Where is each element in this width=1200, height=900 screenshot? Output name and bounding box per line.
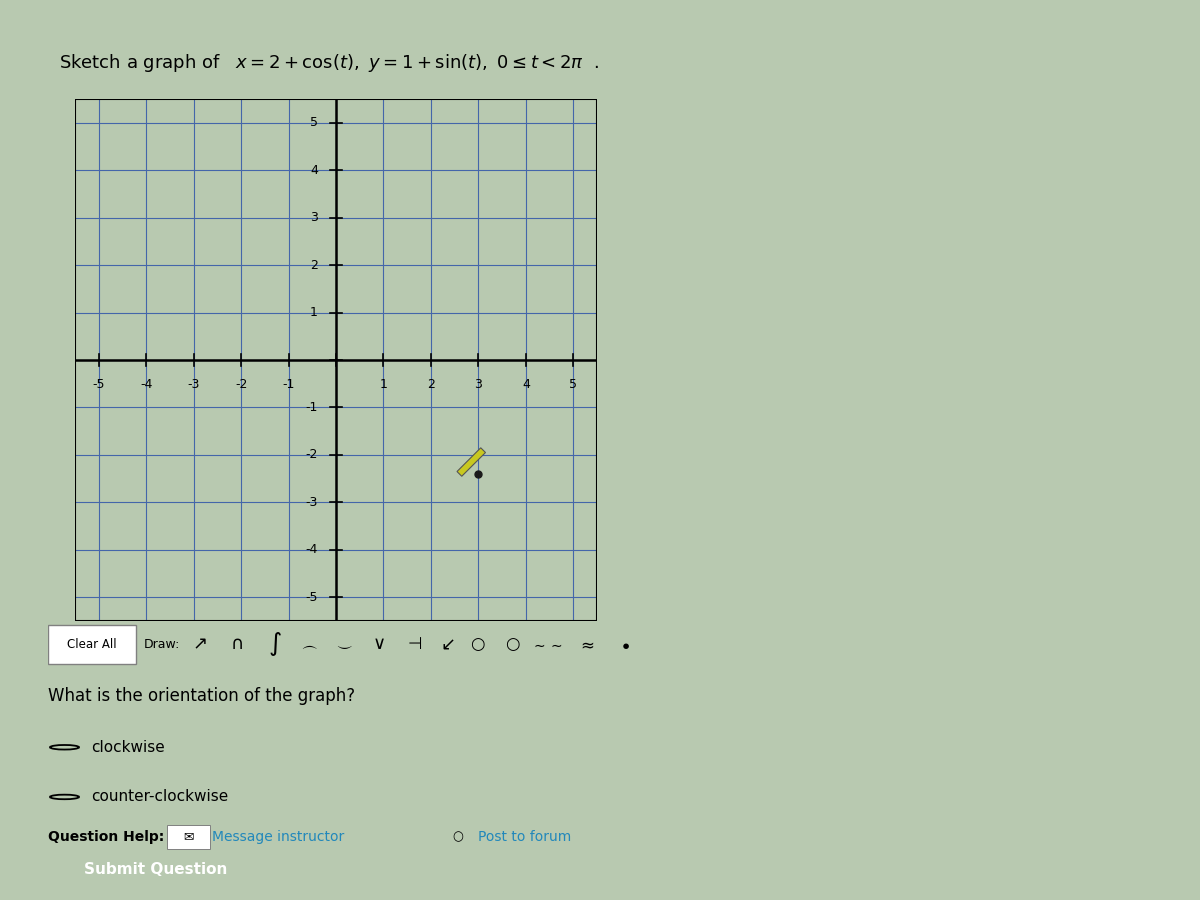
Text: $\int$: $\int$: [268, 630, 282, 659]
Text: ○: ○: [452, 831, 463, 843]
Text: -4: -4: [140, 378, 152, 391]
Text: $\nearrow$: $\nearrow$: [188, 635, 206, 653]
Text: 5: 5: [569, 378, 577, 391]
Text: 3: 3: [310, 212, 318, 224]
Text: 2: 2: [310, 258, 318, 272]
Text: $\bigcirc$: $\bigcirc$: [505, 635, 521, 653]
Text: Draw:: Draw:: [144, 638, 180, 651]
Text: What is the orientation of the graph?: What is the orientation of the graph?: [48, 687, 355, 705]
Text: Message instructor: Message instructor: [211, 830, 344, 844]
Text: Post to forum: Post to forum: [478, 830, 571, 844]
Text: Submit Question: Submit Question: [84, 862, 228, 877]
Text: -2: -2: [306, 448, 318, 462]
Text: -4: -4: [306, 544, 318, 556]
Text: -5: -5: [92, 378, 104, 391]
Text: -3: -3: [306, 496, 318, 508]
Text: $\bullet$: $\bullet$: [618, 634, 630, 654]
Text: $\frown$: $\frown$: [299, 637, 319, 652]
Text: $\sim\sim$: $\sim\sim$: [532, 637, 563, 652]
Text: -3: -3: [187, 378, 200, 391]
Text: 1: 1: [310, 306, 318, 319]
Text: -1: -1: [282, 378, 295, 391]
Text: 4: 4: [522, 378, 529, 391]
Text: Sketch a graph of   $x = 2 + \cos(t),\ y = 1 + \sin(t),\ 0 \leq t < 2\pi$  .: Sketch a graph of $x = 2 + \cos(t),\ y =…: [59, 52, 599, 74]
Text: $\bigcirc$: $\bigcirc$: [470, 635, 486, 653]
Text: 5: 5: [310, 116, 318, 130]
Text: 1: 1: [379, 378, 388, 391]
Text: clockwise: clockwise: [91, 740, 164, 755]
Text: $\cap$: $\cap$: [229, 635, 242, 653]
Text: 2: 2: [427, 378, 434, 391]
Text: $\swarrow$: $\swarrow$: [437, 635, 455, 653]
Text: $\vee$: $\vee$: [372, 635, 385, 653]
Text: -2: -2: [235, 378, 247, 391]
Text: -5: -5: [306, 590, 318, 604]
Text: Clear All: Clear All: [67, 638, 116, 651]
FancyBboxPatch shape: [167, 824, 210, 850]
Text: Question Help:: Question Help:: [48, 830, 164, 844]
Text: $\dashv$: $\dashv$: [403, 635, 422, 653]
Text: $\smile$: $\smile$: [334, 637, 354, 652]
Text: 4: 4: [310, 164, 318, 176]
Polygon shape: [457, 448, 486, 476]
Text: ✉: ✉: [184, 831, 193, 843]
Text: counter-clockwise: counter-clockwise: [91, 789, 228, 805]
Text: -1: -1: [306, 401, 318, 414]
Text: $\approx$: $\approx$: [577, 635, 594, 653]
FancyBboxPatch shape: [48, 625, 137, 664]
Text: 3: 3: [474, 378, 482, 391]
